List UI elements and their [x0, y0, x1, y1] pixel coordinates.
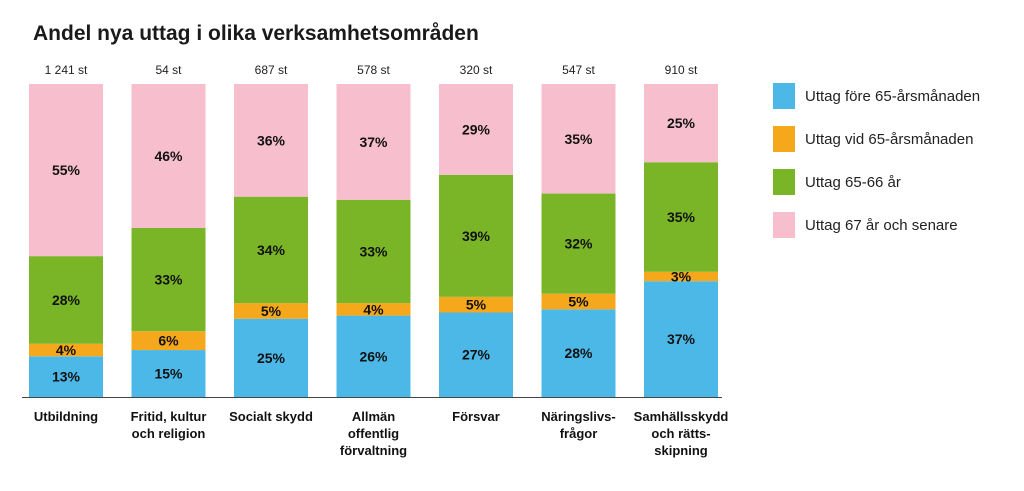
total-label: 547 st	[562, 63, 595, 77]
bar-segment-2-7	[644, 271, 718, 282]
category-label: frågor	[560, 426, 598, 441]
total-label: 578 st	[357, 63, 390, 77]
data-label: 13%	[52, 369, 81, 385]
category-label: Socialt skydd	[229, 409, 313, 424]
total-label: 687 st	[255, 63, 288, 77]
category-label: offentlig	[348, 426, 399, 441]
bar-segment-3-2	[131, 227, 206, 332]
bar-segment-2-5	[439, 296, 513, 313]
category-label: Utbildning	[34, 409, 98, 424]
category-label: och religion	[132, 426, 206, 441]
category-label: skipning	[654, 443, 708, 458]
data-label: 29%	[462, 121, 491, 137]
legend-label: Uttag vid 65-årsmånaden	[805, 130, 974, 148]
data-label: 27%	[462, 347, 491, 363]
bar-segment-1-1	[29, 356, 103, 397]
bar-segment-4-2	[131, 84, 206, 228]
data-label: 28%	[564, 345, 593, 361]
bar-segment-4-6	[541, 84, 616, 194]
data-label: 15%	[154, 366, 183, 382]
legend-swatch	[773, 212, 795, 238]
bar-segment-1-5	[439, 312, 513, 397]
data-label: 46%	[154, 148, 183, 164]
category-label: Samhällsskydd	[634, 409, 729, 424]
bar-segment-1-7	[644, 281, 718, 397]
data-label: 6%	[158, 333, 179, 349]
total-label: 910 st	[665, 63, 698, 77]
data-label: 3%	[671, 268, 692, 284]
data-label: 36%	[257, 132, 286, 148]
category-label: Försvar	[452, 409, 500, 424]
bar-segment-3-3	[234, 196, 308, 304]
data-label: 37%	[359, 134, 388, 150]
total-label: 320 st	[460, 63, 493, 77]
bar-segment-2-2	[131, 331, 206, 351]
bar-segment-3-4	[336, 199, 411, 304]
data-label: 35%	[564, 131, 593, 147]
data-label: 32%	[564, 236, 593, 252]
bar-segment-2-1	[29, 343, 103, 357]
legend-item: Uttag vid 65-årsmånaden	[773, 125, 980, 153]
data-label: 34%	[257, 242, 286, 258]
bar-segment-1-4	[336, 315, 411, 397]
bar-segment-2-3	[234, 303, 308, 319]
category-label: Allmän	[352, 409, 395, 424]
bar-segment-1-2	[131, 350, 206, 397]
legend: Uttag före 65-årsmånaden Uttag vid 65-års…	[773, 82, 980, 254]
data-label: 5%	[261, 303, 282, 319]
bar-segment-2-6	[541, 293, 616, 310]
category-label: Fritid, kultur	[131, 409, 207, 424]
data-label: 5%	[466, 297, 487, 313]
legend-label: Uttag före 65-årsmånaden	[805, 87, 981, 105]
legend-swatch	[773, 83, 795, 109]
legend-item: Uttag 67 år och senare	[773, 211, 980, 239]
bar-segment-4-1	[29, 84, 103, 257]
bar-segment-2-4	[336, 303, 411, 316]
category-label: förvaltning	[340, 443, 407, 458]
legend-item: Uttag före 65-årsmånaden	[773, 82, 980, 110]
bar-segment-4-4	[336, 84, 411, 200]
data-label: 33%	[154, 272, 183, 288]
bar-segment-4-7	[644, 84, 718, 163]
data-label: 4%	[56, 342, 77, 358]
legend-swatch	[773, 169, 795, 195]
legend-swatch	[773, 126, 795, 152]
bar-segment-3-1	[29, 256, 103, 344]
legend-label: Uttag 67 år och senare	[805, 216, 958, 234]
bar-segment-3-5	[439, 174, 513, 297]
data-label: 55%	[52, 162, 81, 178]
legend-label: Uttag 65-66 år	[805, 173, 901, 191]
total-label: 1 241 st	[45, 63, 88, 77]
data-label: 25%	[257, 350, 286, 366]
bar-segment-3-7	[644, 162, 718, 272]
bar-segment-4-5	[439, 84, 513, 175]
data-label: 28%	[52, 292, 81, 308]
chart-title: Andel nya uttag i olika verksamhetsområd…	[33, 22, 479, 45]
data-label: 37%	[667, 331, 696, 347]
bar-segment-4-3	[234, 84, 308, 197]
data-label: 25%	[667, 115, 696, 131]
legend-item: Uttag 65-66 år	[773, 168, 980, 196]
data-label: 35%	[667, 209, 696, 225]
stacked-bar-chart: 13% 4% 28% 55% 1 241 st Utbildning 15% 6% 33% 46%…	[22, 63, 729, 458]
total-label: 54 st	[155, 63, 182, 77]
bar-segment-1-6	[541, 309, 616, 397]
data-label: 4%	[363, 301, 384, 317]
bar-segment-3-6	[541, 193, 616, 294]
data-label: 5%	[568, 294, 589, 310]
data-label: 26%	[359, 348, 388, 364]
category-label: Näringslivs-	[541, 409, 615, 424]
bar-segment-1-3	[234, 318, 308, 397]
category-label: och rätts-	[651, 426, 710, 441]
data-label: 33%	[359, 243, 388, 259]
data-label: 39%	[462, 228, 491, 244]
